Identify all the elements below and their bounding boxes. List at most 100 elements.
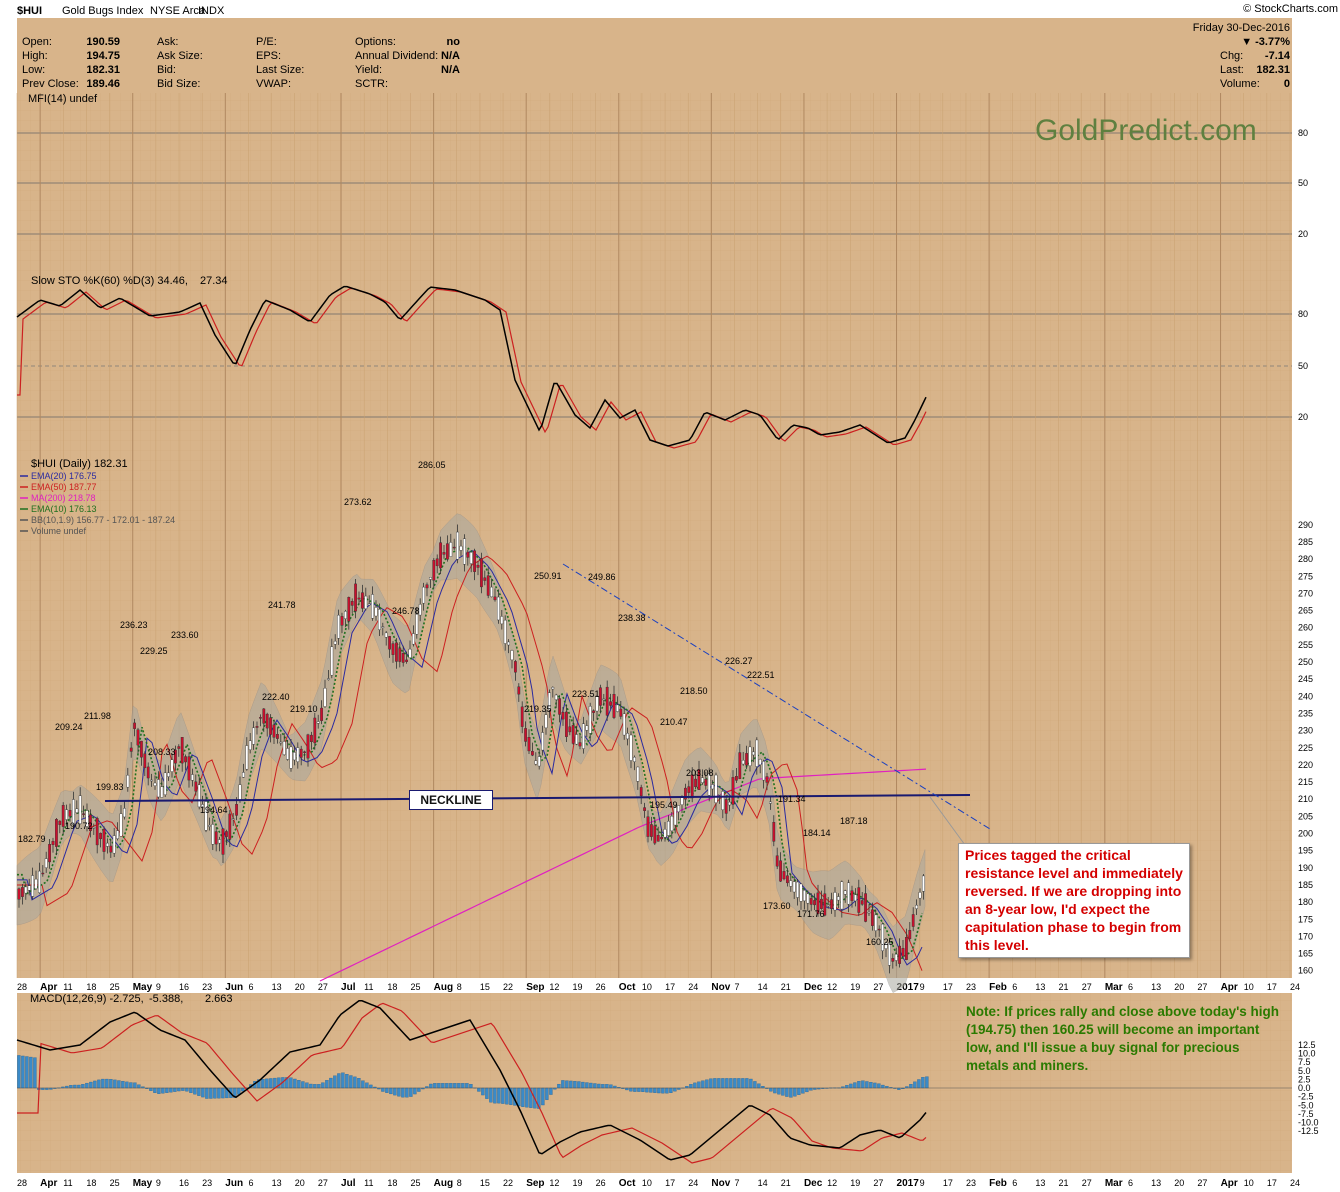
price-annotation: 211.98 (84, 711, 111, 721)
x-axis-label: 9 (156, 982, 161, 992)
candle-body (197, 784, 201, 808)
x-axis-label-bottom: Apr (40, 1178, 57, 1189)
price-tick-label: 215 (1298, 777, 1313, 787)
candle-body (707, 773, 711, 796)
candle-body (918, 892, 922, 899)
candle-body (422, 586, 425, 604)
macd-label-hist: 2.663 (205, 993, 233, 1005)
watermark: GoldPredict.com (1035, 114, 1257, 147)
x-axis-label-bottom: 12 (827, 1178, 837, 1188)
legend-label: EMA(50) 187.77 (31, 482, 97, 492)
macd-histogram-bar (493, 1087, 497, 1104)
macd-histogram-bar (193, 1087, 197, 1095)
candle-body (85, 810, 89, 827)
candle-body (677, 805, 681, 813)
macd-histogram-bar (93, 1080, 97, 1089)
macd-line (16, 999, 927, 1161)
macd-histogram-bar (777, 1087, 781, 1095)
x-axis-label-bottom: 21 (781, 1178, 791, 1188)
candle-body (190, 774, 194, 781)
candle-body (51, 841, 55, 845)
macd-histogram-bar (185, 1087, 189, 1092)
pe-label: P/E: (256, 36, 277, 48)
x-axis-label: 25 (410, 982, 420, 992)
source-credit: © StockCharts.com (1243, 3, 1338, 15)
macd-tick-label: 2.5 (1298, 1074, 1311, 1084)
price-label: $HUI (Daily) 182.31 (31, 458, 128, 470)
dividend-value: N/A (441, 50, 460, 62)
x-axis-label-bottom: 12 (549, 1178, 559, 1188)
macd-histogram-bar (313, 1084, 317, 1089)
ma200-line (319, 768, 927, 982)
candle-body (459, 545, 463, 551)
x-axis-label: 19 (572, 982, 582, 992)
candle-body (622, 713, 626, 736)
macd-histogram-bar (733, 1078, 737, 1089)
options-label: Options: (355, 36, 396, 48)
candle-body (503, 619, 507, 644)
legend-label: Volume undef (31, 526, 87, 536)
candle-body (741, 760, 745, 765)
high-value: 194.75 (86, 50, 120, 62)
candle-body (211, 824, 215, 845)
macd-histogram-bar (337, 1073, 341, 1089)
candle-body (565, 711, 568, 737)
candle-body (395, 642, 398, 662)
candle-body (864, 893, 868, 922)
macd-histogram-bar (269, 1078, 273, 1089)
price-annotation: 187.18 (840, 816, 868, 826)
candle-body (68, 810, 72, 817)
macd-histogram-bar (413, 1087, 417, 1095)
candle-body (833, 892, 837, 911)
candle-body (758, 759, 762, 765)
macd-histogram-bar (385, 1087, 389, 1093)
macd-histogram-bar (505, 1087, 509, 1105)
macd-histogram-bar (357, 1078, 361, 1089)
macd-histogram-bar (805, 1087, 809, 1093)
candle-body (435, 558, 439, 567)
x-axis-label-bottom: 8 (457, 1178, 462, 1188)
macd-histogram-bar (561, 1080, 565, 1089)
eps-label: EPS: (256, 50, 281, 62)
candle-body (544, 714, 548, 729)
x-axis-label-bottom: 26 (596, 1178, 606, 1188)
candle-body (272, 724, 276, 738)
price-annotation: 233.60 (171, 630, 199, 640)
candle-body (95, 818, 99, 846)
price-annotation: 173.60 (763, 901, 791, 911)
candle-body (469, 552, 473, 564)
macd-histogram-bar (477, 1087, 481, 1092)
candle-body (133, 722, 136, 729)
candle-body (656, 835, 660, 842)
candle-body (364, 595, 368, 610)
candle-body (701, 777, 704, 783)
candle-body (493, 596, 497, 601)
candle-body (639, 787, 643, 797)
candle-body (163, 772, 167, 795)
price-annotation: 208.33 (148, 747, 176, 757)
x-axis-label-bottom: 18 (387, 1178, 397, 1188)
macd-histogram-bar (489, 1087, 493, 1103)
macd-histogram-bar (333, 1075, 337, 1089)
header-panel (17, 18, 1292, 93)
candle-body (204, 801, 208, 831)
x-axis-label: Apr (40, 982, 57, 993)
x-axis-label-bottom: Jun (225, 1178, 243, 1189)
candle-body (527, 737, 531, 752)
price-annotation: 209.24 (55, 722, 83, 732)
candle-body (500, 616, 504, 625)
x-axis-label: Aug (434, 982, 453, 993)
buy-signal-note: Note: If prices rally and close above to… (966, 1004, 1280, 1073)
candle-body (799, 883, 803, 902)
candle-body (248, 740, 252, 750)
macd-histogram-bar (525, 1087, 529, 1108)
x-axis-label: 27 (318, 982, 328, 992)
candle-body (847, 882, 851, 905)
x-axis-label-bottom: 20 (1174, 1178, 1184, 1188)
macd-histogram-bar (69, 1085, 73, 1089)
sto-tick-label: 80 (1298, 309, 1308, 319)
candle-body (769, 801, 772, 804)
macd-label-sig: -5.388, (149, 993, 183, 1005)
macd-histogram-bar (289, 1077, 293, 1089)
x-axis-label-bottom: 13 (272, 1178, 282, 1188)
